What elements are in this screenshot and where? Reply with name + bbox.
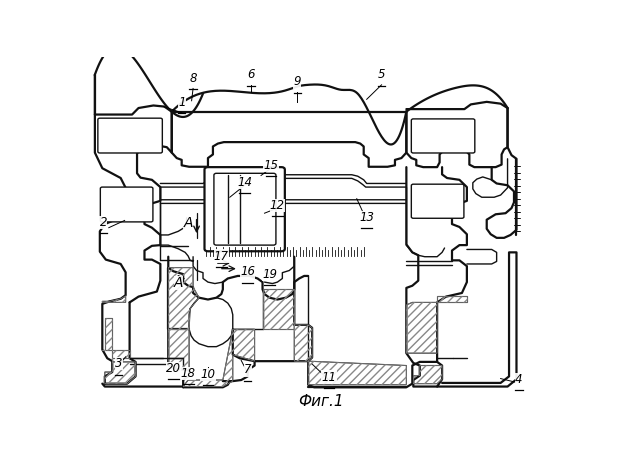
FancyBboxPatch shape xyxy=(98,118,163,153)
Polygon shape xyxy=(102,318,129,361)
Text: 13: 13 xyxy=(359,211,374,224)
Text: A: A xyxy=(173,276,183,290)
Polygon shape xyxy=(262,289,294,329)
Text: 15: 15 xyxy=(264,159,278,172)
Text: 8: 8 xyxy=(189,72,197,85)
Polygon shape xyxy=(308,361,406,385)
Text: 2: 2 xyxy=(100,216,107,229)
Text: 12: 12 xyxy=(270,199,285,212)
Text: 17: 17 xyxy=(214,250,229,262)
Text: 7: 7 xyxy=(244,364,252,376)
Text: 10: 10 xyxy=(200,368,216,381)
FancyBboxPatch shape xyxy=(205,167,285,251)
Text: 18: 18 xyxy=(180,367,196,380)
Text: 3: 3 xyxy=(115,357,122,370)
Polygon shape xyxy=(437,296,467,302)
Text: 11: 11 xyxy=(321,371,337,384)
Text: 6: 6 xyxy=(248,68,255,81)
Polygon shape xyxy=(183,329,255,387)
Text: 1: 1 xyxy=(178,96,186,109)
Polygon shape xyxy=(294,325,312,361)
Polygon shape xyxy=(102,296,125,302)
FancyBboxPatch shape xyxy=(412,184,464,218)
Text: 4: 4 xyxy=(515,373,523,386)
Text: 19: 19 xyxy=(262,268,277,281)
Text: 20: 20 xyxy=(166,362,180,375)
Text: A: A xyxy=(184,216,193,230)
Text: 9: 9 xyxy=(294,75,301,89)
Polygon shape xyxy=(413,365,442,384)
Polygon shape xyxy=(168,329,189,370)
FancyBboxPatch shape xyxy=(100,187,153,222)
Text: 16: 16 xyxy=(240,266,255,278)
Text: 5: 5 xyxy=(378,68,385,81)
FancyBboxPatch shape xyxy=(214,173,276,245)
Polygon shape xyxy=(168,268,199,329)
FancyBboxPatch shape xyxy=(412,119,475,153)
Text: 14: 14 xyxy=(237,176,252,189)
Polygon shape xyxy=(105,362,136,384)
Polygon shape xyxy=(406,302,437,353)
Text: Фиг.1: Фиг.1 xyxy=(298,394,344,409)
